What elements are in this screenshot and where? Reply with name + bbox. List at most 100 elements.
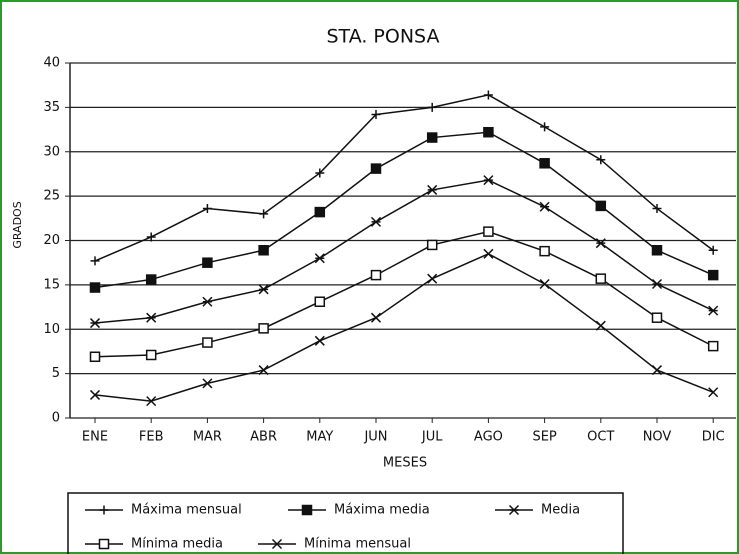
marker bbox=[202, 296, 213, 307]
marker bbox=[258, 284, 269, 295]
marker bbox=[651, 245, 663, 256]
x-tick-label: MAY bbox=[306, 430, 333, 445]
y-tick-label: 5 bbox=[52, 366, 60, 381]
legend-marker bbox=[271, 538, 283, 550]
chart-title: STA. PONSA bbox=[327, 26, 440, 48]
line bbox=[94, 252, 714, 402]
marker bbox=[652, 204, 662, 214]
marker bbox=[427, 184, 438, 195]
marker bbox=[426, 239, 438, 251]
marker bbox=[595, 273, 607, 284]
y-axis-label: GRADOS bbox=[11, 201, 24, 248]
marker bbox=[371, 109, 381, 119]
x-tick-label: ENE bbox=[82, 430, 108, 445]
marker bbox=[370, 163, 382, 174]
marker bbox=[707, 340, 719, 352]
marker bbox=[370, 269, 382, 281]
y-tick-label: 30 bbox=[43, 144, 60, 159]
marker bbox=[370, 312, 382, 323]
marker bbox=[708, 305, 719, 316]
marker bbox=[651, 312, 663, 323]
marker bbox=[145, 274, 157, 285]
marker bbox=[539, 278, 550, 290]
marker bbox=[202, 204, 212, 214]
y-tick-label: 15 bbox=[43, 277, 60, 292]
marker bbox=[595, 238, 606, 249]
marker bbox=[202, 257, 213, 268]
marker bbox=[539, 245, 550, 257]
marker bbox=[146, 232, 156, 242]
y-tick-label: 0 bbox=[52, 411, 60, 426]
legend-marker bbox=[508, 504, 520, 516]
marker bbox=[596, 155, 606, 165]
marker bbox=[146, 312, 157, 323]
legend-marker bbox=[99, 505, 109, 515]
marker bbox=[90, 256, 100, 266]
marker bbox=[595, 320, 606, 331]
y-tick-label: 40 bbox=[43, 56, 60, 71]
marker bbox=[202, 378, 213, 389]
marker bbox=[539, 201, 550, 212]
marker bbox=[427, 273, 438, 284]
marker bbox=[89, 318, 101, 329]
x-tick-label: DIC bbox=[702, 430, 725, 445]
marker bbox=[258, 323, 269, 334]
marker bbox=[483, 90, 493, 100]
marker bbox=[259, 209, 269, 219]
marker bbox=[539, 158, 550, 169]
marker bbox=[707, 269, 719, 281]
marker bbox=[89, 282, 101, 293]
legend-label: Máxima mensual bbox=[131, 503, 242, 518]
marker bbox=[483, 248, 494, 259]
y-tick-label: 10 bbox=[43, 322, 60, 337]
x-tick-label: MAR bbox=[193, 430, 222, 445]
legend-label: Máxima media bbox=[334, 503, 430, 518]
legend-marker bbox=[301, 504, 313, 516]
line bbox=[94, 94, 714, 262]
marker bbox=[370, 216, 382, 227]
x-axis-label: MESES bbox=[383, 456, 427, 471]
marker bbox=[89, 389, 101, 400]
legend-label: Mínima mensual bbox=[304, 537, 411, 552]
marker bbox=[314, 335, 325, 346]
marker bbox=[258, 245, 269, 256]
x-tick-label: AGO bbox=[474, 430, 503, 445]
y-tick-label: 35 bbox=[43, 100, 60, 115]
marker bbox=[708, 245, 718, 255]
marker bbox=[315, 168, 325, 178]
marker bbox=[540, 122, 550, 132]
x-tick-label: SEP bbox=[532, 430, 556, 445]
marker bbox=[426, 132, 438, 143]
x-tick-label: JUL bbox=[421, 430, 443, 445]
marker bbox=[483, 175, 494, 186]
line bbox=[94, 179, 714, 324]
marker bbox=[651, 365, 663, 376]
x-tick-label: NOV bbox=[643, 430, 672, 445]
y-tick-label: 25 bbox=[43, 189, 60, 204]
marker bbox=[314, 206, 326, 218]
marker bbox=[145, 349, 157, 361]
legend-label: Mínima media bbox=[131, 537, 223, 552]
marker bbox=[314, 253, 325, 264]
y-tick-label: 20 bbox=[43, 233, 60, 248]
marker bbox=[595, 200, 607, 212]
x-tick-label: OCT bbox=[587, 430, 614, 445]
marker bbox=[146, 396, 157, 407]
marker bbox=[427, 102, 437, 112]
marker bbox=[314, 296, 326, 307]
marker bbox=[708, 387, 719, 398]
x-tick-label: JUN bbox=[363, 430, 387, 445]
line bbox=[94, 131, 714, 289]
legend-box bbox=[67, 492, 624, 554]
legend-label: Media bbox=[541, 503, 580, 518]
marker bbox=[651, 278, 663, 290]
marker bbox=[202, 337, 213, 348]
marker bbox=[258, 365, 269, 376]
x-tick-label: FEB bbox=[139, 430, 164, 445]
legend-marker bbox=[98, 538, 110, 550]
marker bbox=[483, 126, 494, 138]
marker bbox=[89, 351, 101, 363]
